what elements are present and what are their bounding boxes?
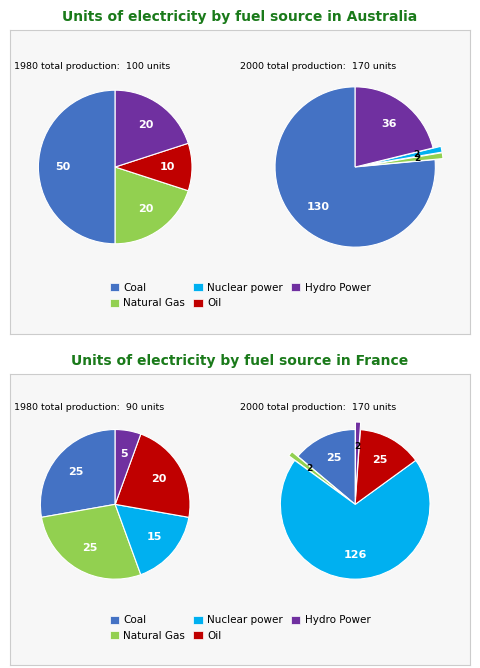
Text: Units of electricity by fuel source in France: Units of electricity by fuel source in F… xyxy=(72,354,408,367)
Text: 10: 10 xyxy=(160,162,175,172)
Text: 20: 20 xyxy=(138,204,154,214)
Text: 25: 25 xyxy=(326,453,341,463)
Wedge shape xyxy=(289,452,349,500)
Text: 15: 15 xyxy=(146,532,162,542)
Text: Units of electricity by fuel source in Australia: Units of electricity by fuel source in A… xyxy=(62,10,418,23)
Text: 50: 50 xyxy=(55,162,71,172)
Wedge shape xyxy=(363,146,442,166)
Wedge shape xyxy=(115,90,188,167)
Wedge shape xyxy=(280,460,430,579)
Text: 126: 126 xyxy=(344,550,367,560)
Legend: Coal, Natural Gas, Nuclear power, Oil, Hydro Power: Coal, Natural Gas, Nuclear power, Oil, H… xyxy=(108,613,372,643)
Wedge shape xyxy=(42,504,141,579)
Text: 2: 2 xyxy=(414,154,420,164)
Wedge shape xyxy=(363,153,443,166)
Wedge shape xyxy=(115,430,141,504)
Text: 2: 2 xyxy=(354,442,360,450)
Text: 2: 2 xyxy=(413,150,420,159)
Text: 130: 130 xyxy=(307,202,330,212)
Wedge shape xyxy=(115,143,192,191)
Text: 25: 25 xyxy=(372,455,387,465)
Text: 25: 25 xyxy=(82,543,97,553)
Wedge shape xyxy=(38,90,115,244)
Text: 1980 total production:  100 units: 1980 total production: 100 units xyxy=(14,62,171,71)
Legend: Coal, Natural Gas, Nuclear power, Oil, Hydro Power: Coal, Natural Gas, Nuclear power, Oil, H… xyxy=(108,281,372,310)
Wedge shape xyxy=(115,167,188,244)
Wedge shape xyxy=(355,87,433,167)
Wedge shape xyxy=(298,430,355,504)
Wedge shape xyxy=(40,430,115,517)
Text: 2: 2 xyxy=(306,464,312,473)
Text: 36: 36 xyxy=(381,119,396,129)
Wedge shape xyxy=(275,87,435,247)
Text: 1980 total production:  90 units: 1980 total production: 90 units xyxy=(14,403,165,412)
Wedge shape xyxy=(355,430,416,504)
Text: 2000 total production:  170 units: 2000 total production: 170 units xyxy=(240,62,396,71)
Text: 2000 total production:  170 units: 2000 total production: 170 units xyxy=(240,403,396,412)
Text: 5: 5 xyxy=(120,450,128,459)
Wedge shape xyxy=(356,422,360,497)
Text: 20: 20 xyxy=(152,474,167,484)
Wedge shape xyxy=(115,504,189,574)
Wedge shape xyxy=(115,434,190,517)
Text: 25: 25 xyxy=(69,467,84,477)
Text: 20: 20 xyxy=(138,120,154,130)
